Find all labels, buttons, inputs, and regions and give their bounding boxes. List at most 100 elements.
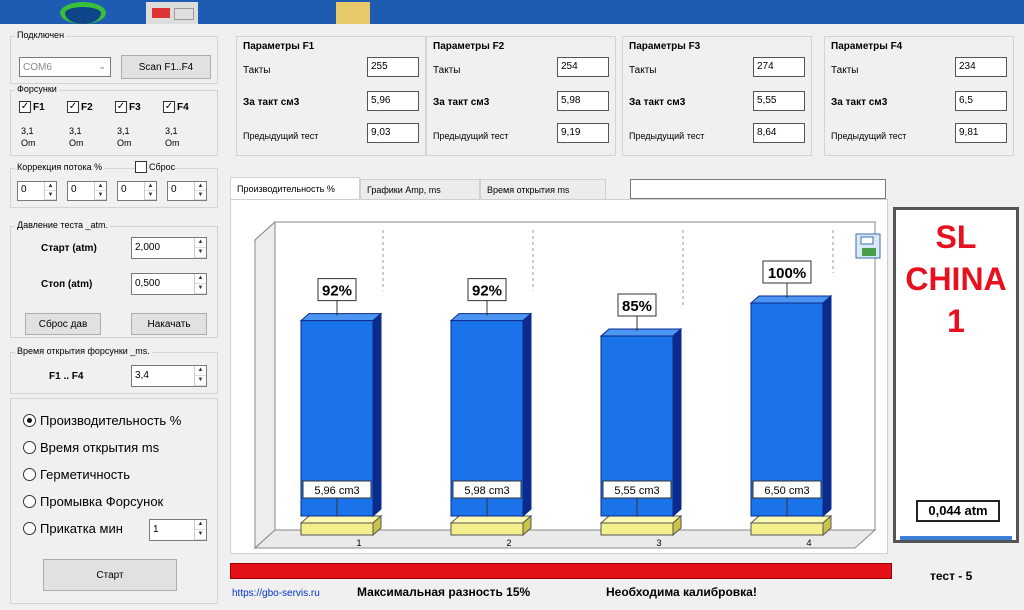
radio-empty-icon [23,522,36,535]
mode-label: Прикатка мин [40,521,123,536]
flow-correction-f3[interactable]: 0 ▲ ▼ [117,181,157,201]
bar-base [300,522,374,536]
performance-chart: 92% 5,96 cm3 1 92% 5,98 cm3 2 85% 5,55 cm3 3 100%… [230,199,888,554]
flow-correction-f1[interactable]: 0 ▲ ▼ [17,181,57,201]
injector-f3-checkbox[interactable]: ✓ F3 [115,101,141,113]
start-pressure-input[interactable]: 2,000 ▲ ▼ [131,237,207,259]
info-field [630,179,886,199]
prev-test-label: Предыдущий тест [243,131,319,141]
prev-test-label: Предыдущий тест [433,131,509,141]
flow-reset-checkbox[interactable]: Сброс [135,161,176,173]
checkbox-empty-icon [135,161,147,173]
checkmark-icon: ✓ [19,101,31,113]
alert-bar [230,563,892,579]
cycles-label: Такты [831,65,859,76]
chevron-down-icon: ⌄ [98,61,106,71]
injector-f1-checkbox[interactable]: ✓ F1 [19,101,45,113]
f1-cycles-value: 255 [367,57,419,77]
category-label: 3 [656,538,661,548]
f2-prev-value: 9,19 [557,123,609,143]
tab-performance[interactable]: Производительность % [230,177,360,199]
flow-correction-group: Коррекция потока % Сброс 0 ▲ ▼ 0 ▲ ▼ 0 ▲ ▼ 0 ▲ ▼ [10,161,218,208]
mode-opening-time-radio[interactable]: Время открытия ms [23,440,159,455]
params-f1-title: Параметры F1 [243,41,315,52]
injector-f4-checkbox[interactable]: ✓ F4 [163,101,189,113]
mode-performance-radio[interactable]: Производительность % [23,413,181,428]
injectors-title: Форсунки [15,84,59,94]
desktop-window-icon[interactable] [146,2,198,24]
percent-label-box [317,278,357,302]
chart-svg: 92% 5,96 cm3 1 92% 5,98 cm3 2 85% 5,55 cm3 3 100%… [253,220,881,550]
test-pressure-group: Давление теста _atm. Старт (atm) 2,000 ▲ ▼… [10,220,218,338]
params-f3-title: Параметры F3 [629,41,701,52]
cycles-label: Такты [433,65,461,76]
bar-base-top [599,515,683,524]
website-link[interactable]: https://gbo-servis.ru [232,588,320,599]
desktop-folder-icon[interactable] [336,2,370,24]
mode-label: Производительность % [40,413,182,428]
f2-per-cycle-value: 5,98 [557,91,609,111]
percent-label: 92% [322,283,352,300]
flow-correction-title: Коррекция потока % [15,162,105,172]
bar-base [750,522,824,536]
brand-text: SL CHINA 1 [896,216,1016,342]
port-value: COM6 [23,61,52,73]
mode-flush-radio[interactable]: Промывка Форсунок [23,494,163,509]
flow-correction-f4[interactable]: 0 ▲ ▼ [167,181,207,201]
start-button[interactable]: Старт [43,559,177,591]
injector-f2-checkbox[interactable]: ✓ F2 [67,101,93,113]
bar-top [749,295,833,304]
params-f2-title: Параметры F2 [433,41,505,52]
bar-top [599,328,683,337]
tab-opening-time[interactable]: Время открытия ms [480,179,606,199]
scan-button[interactable]: Scan F1..F4 [121,55,211,79]
mode-label: Промывка Форсунок [40,494,164,509]
stop-pressure-input[interactable]: 0,500 ▲ ▼ [131,273,207,295]
tab-graphs[interactable]: Графики Amp, ms [360,179,480,199]
injector-label: F4 [177,101,189,113]
opening-time-range-label: F1 .. F4 [49,371,84,382]
reset-pressure-button[interactable]: Сброс дав [25,313,101,335]
bar-base-top [749,515,833,524]
injector-f1-resistance: 3,1 Om [21,126,36,148]
pump-button[interactable]: Накачать [131,313,207,335]
f3-prev-value: 8,64 [753,123,805,143]
volume-label: 6,50 cm3 [764,485,809,497]
brand-line: CHINA [905,261,1007,297]
pressure-bar [900,536,1012,540]
status-display: SL CHINA 1 0,044 atm [893,207,1019,543]
f2-cycles-value: 254 [557,57,609,77]
percent-label: 85% [622,298,652,315]
prev-test-label: Предыдущий тест [831,131,907,141]
stop-pressure-label: Стоп (atm) [41,279,93,290]
injector-f4-resistance: 3,1 Om [165,126,180,148]
per-cycle-label: За такт см3 [243,97,300,108]
injector-f2-resistance: 3,1 Om [69,126,84,148]
per-cycle-label: За такт см3 [433,97,490,108]
checkmark-icon: ✓ [67,101,79,113]
desktop-app-icon[interactable] [60,2,106,24]
injectors-group: Форсунки ✓ F1 ✓ F2 ✓ F3 ✓ F4 3,1 Om 3,1 Om 3,1… [10,84,218,156]
bar-base [450,522,524,536]
start-pressure-label: Старт (atm) [41,243,97,254]
f1-per-cycle-value: 5,96 [367,91,419,111]
bar-base [600,522,674,536]
radio-empty-icon [23,495,36,508]
bar-base-side [522,514,532,537]
mode-tightness-radio[interactable]: Герметичность [23,467,130,482]
pressure-readout: 0,044 atm [916,500,1000,522]
flow-correction-f2[interactable]: 0 ▲ ▼ [67,181,107,201]
per-cycle-label: За такт см3 [831,97,888,108]
mode-break-in-radio[interactable]: Прикатка мин [23,521,123,536]
opening-time-input[interactable]: 3,4 ▲ ▼ [131,365,207,387]
category-label: 2 [506,538,511,548]
category-label: 4 [806,538,811,548]
bar-top [449,313,533,322]
injector-label: F1 [33,101,45,113]
port-select[interactable]: COM6 ⌄ [19,57,111,77]
break-in-minutes-input[interactable]: 1 ▲ ▼ [149,519,207,541]
percent-label: 92% [472,283,502,300]
category-label: 1 [356,538,361,548]
bar-side [372,312,382,518]
checkmark-icon: ✓ [115,101,127,113]
